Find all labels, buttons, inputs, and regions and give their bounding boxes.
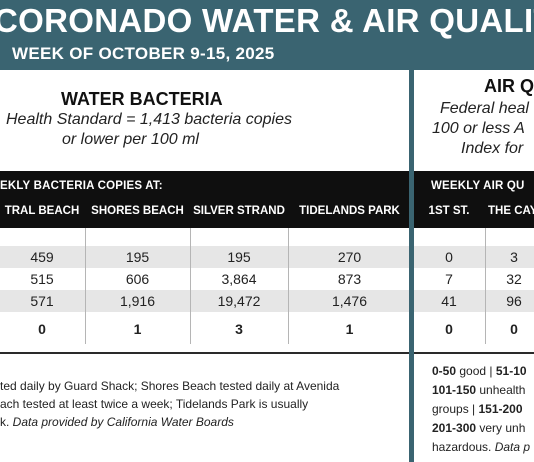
header-banner: CORONADO WATER & AIR QUALITY R WEEK OF O… (0, 0, 534, 70)
water-standard-line2: or lower per 100 ml (62, 131, 199, 148)
water-cell: 270 (337, 249, 362, 265)
water-row-3: 515 606 3,864 873 (0, 268, 409, 290)
col-header-shores-beach: SHORES BEACH (91, 205, 184, 217)
column-divider (485, 228, 486, 344)
air-total-cell: 0 (445, 321, 453, 337)
page-title: CORONADO WATER & AIR QUALITY R (0, 2, 534, 39)
water-total-cell: 0 (38, 321, 46, 337)
water-cell: 195 (125, 249, 150, 265)
column-divider (190, 228, 191, 344)
air-standard-line3: Index for (461, 140, 524, 157)
section-divider (409, 70, 414, 462)
water-note-line2: ach tested at least twice a week; Tidela… (0, 397, 309, 411)
air-cell: 0 (445, 249, 453, 265)
air-row-3: 7 32 (414, 268, 534, 290)
col-header-central-beach: TRAL BEACH (4, 205, 80, 217)
col-header-the-cay: THE CAY (488, 205, 534, 217)
water-data-credit: Data provided by California Water Boards (12, 415, 234, 429)
water-note-line3: k. Data provided by California Water Boa… (0, 414, 234, 431)
air-bar-label: WEEKLY AIR QU (431, 180, 525, 192)
air-cell: 96 (506, 293, 522, 309)
col-header-tidelands-park: TIDELANDS PARK (299, 205, 400, 217)
column-divider (85, 228, 86, 344)
air-cell: 32 (506, 271, 522, 287)
air-cell: 41 (441, 293, 457, 309)
water-cell: 1,476 (331, 293, 368, 309)
water-cell: 459 (30, 249, 54, 265)
water-bar-label: EKLY BACTERIA COPIES AT: (0, 180, 163, 192)
water-table-header: EKLY BACTERIA COPIES AT: (0, 171, 409, 228)
water-note-line1: ted daily by Guard Shack; Shores Beach t… (0, 379, 340, 393)
air-total-cell: 0 (510, 321, 518, 337)
col-header-1st-st: 1ST ST. (428, 205, 470, 217)
water-cell: 606 (125, 271, 150, 287)
air-quality-legend: 0-50 good | 51-10 101-150 unhealth group… (432, 364, 531, 454)
water-total-cell: 1 (133, 321, 142, 337)
air-table-header: WEEKLY AIR QU (414, 171, 534, 228)
water-cell: 3,864 (221, 271, 257, 287)
water-cell: 195 (227, 249, 251, 265)
air-row-2: 0 3 (414, 246, 534, 268)
air-cell: 3 (510, 249, 518, 265)
water-cell: 515 (30, 271, 54, 287)
water-row-4: 571 1,916 19,472 1,476 (0, 290, 409, 312)
air-standard-line1: Federal heal (440, 100, 529, 117)
water-section-title: WATER BACTERIA (61, 89, 223, 109)
air-standard-line2: 100 or less A (432, 120, 525, 137)
water-cell: 571 (30, 293, 54, 309)
water-note-text: k. (0, 415, 13, 429)
week-subtitle: WEEK OF OCTOBER 9-15, 2025 (12, 44, 275, 63)
air-cell: 7 (445, 271, 453, 287)
water-standard-line1: Health Standard = 1,413 bacteria copies (6, 111, 292, 128)
water-cell: 873 (337, 271, 362, 287)
water-total-cell: 1 (345, 321, 354, 337)
col-header-silver-strand: SILVER STRAND (193, 205, 285, 217)
air-row-4: 41 96 (414, 290, 534, 312)
air-row-totals: 0 0 (414, 318, 534, 340)
water-row-totals: 0 1 3 1 (0, 318, 409, 340)
table-bottom-rule (414, 352, 534, 354)
water-row-2: 459 195 195 270 (0, 246, 409, 268)
table-bottom-rule (0, 352, 409, 354)
water-cell: 19,472 (217, 293, 261, 309)
air-section-title: AIR Q (484, 76, 534, 96)
water-total-cell: 3 (235, 321, 243, 337)
column-divider (288, 228, 289, 344)
water-cell: 1,916 (119, 293, 156, 309)
